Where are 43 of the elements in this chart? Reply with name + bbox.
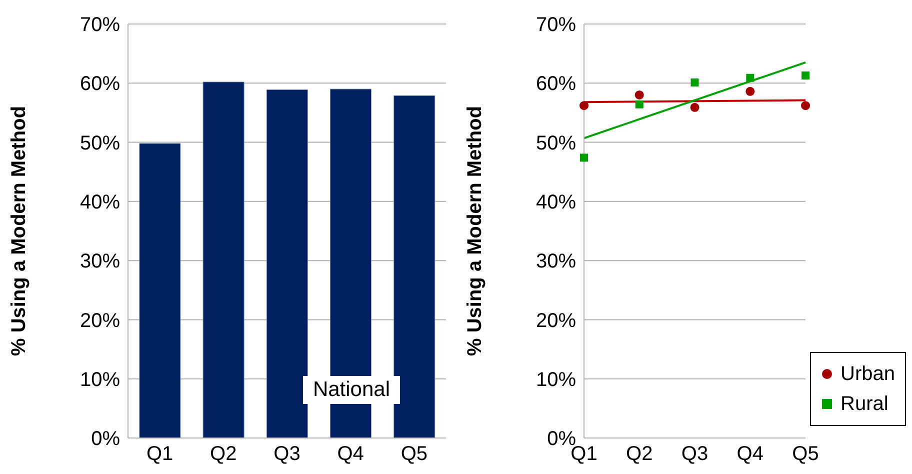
y-tick-label: 30% — [80, 250, 120, 273]
point — [580, 154, 588, 162]
bar — [202, 82, 244, 438]
bar — [394, 95, 436, 438]
y-tick-label: 70% — [536, 14, 576, 36]
y-tick-label: 50% — [536, 132, 576, 154]
y-axis-title: % Using a Modern Method — [464, 106, 486, 356]
y-axis-title: % Using a Modern Method — [8, 106, 30, 356]
x-tick-label: Q2 — [626, 443, 653, 466]
x-tick-label: Q4 — [337, 443, 364, 466]
y-tick-label: 40% — [536, 192, 576, 214]
point — [579, 101, 589, 110]
y-tick-label: 30% — [536, 250, 576, 273]
point — [746, 86, 755, 96]
point — [635, 100, 644, 108]
y-tick-label: 0% — [91, 428, 120, 450]
x-tick-label: Q5 — [400, 443, 428, 466]
y-tick-label: 60% — [80, 73, 120, 96]
y-tick-label: 60% — [536, 73, 576, 96]
y-tick-label: 40% — [80, 192, 120, 214]
bar — [266, 89, 308, 438]
point — [634, 90, 644, 100]
legend-label: Urban — [840, 362, 895, 387]
legend-label: Rural — [840, 392, 888, 417]
x-tick-label: Q1 — [146, 443, 174, 466]
x-tick-label: Q4 — [736, 443, 764, 466]
annotation-box: National — [302, 376, 400, 404]
point — [690, 78, 699, 87]
bar — [139, 143, 181, 438]
y-tick-label: 20% — [536, 310, 576, 332]
point — [802, 71, 810, 80]
x-tick-label: Q2 — [210, 443, 237, 466]
x-tick-label: Q5 — [792, 443, 819, 466]
x-tick-label: Q3 — [681, 443, 708, 466]
point — [801, 101, 810, 110]
point — [690, 102, 700, 112]
y-tick-label: 10% — [80, 368, 120, 391]
point — [746, 74, 754, 82]
y-tick-label: 20% — [80, 310, 120, 332]
y-tick-label: 70% — [80, 14, 120, 36]
y-tick-label: 50% — [80, 132, 120, 154]
y-tick-label: 10% — [536, 368, 576, 391]
x-tick-label: Q3 — [274, 443, 300, 466]
